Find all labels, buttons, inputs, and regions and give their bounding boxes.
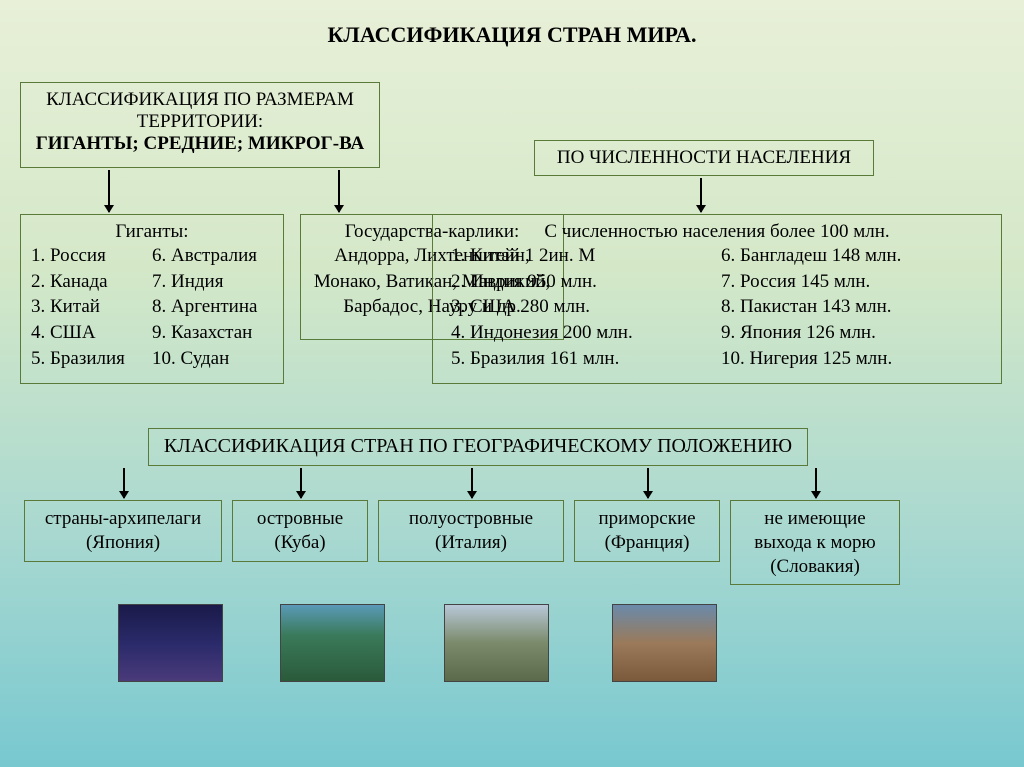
giants-title: Гиганты: bbox=[31, 221, 273, 243]
territory-line1: КЛАССИФИКАЦИЯ ПО РАЗМЕРАМ ТЕРРИТОРИИ: bbox=[31, 89, 369, 133]
population-classification-header: ПО ЧИСЛЕННОСТИ НАСЕЛЕНИЯ bbox=[534, 140, 874, 176]
population-col2: 6. Бангладеш 148 млн.7. Россия 145 млн.8… bbox=[721, 243, 991, 371]
geo-item-4: не имеющиевыхода к морю(Словакия) bbox=[730, 500, 900, 585]
geo-item-0: страны-архипелаги(Япония) bbox=[24, 500, 222, 562]
giants-col2: 6. Австралия7. Индия8. Аргентина9. Казах… bbox=[152, 243, 273, 371]
population-box-title: С численностью населения более 100 млн. bbox=[443, 221, 991, 243]
geographic-classification-header: КЛАССИФИКАЦИЯ СТРАН ПО ГЕОГРАФИЧЕСКОМУ П… bbox=[148, 428, 808, 466]
population-box: С численностью населения более 100 млн. … bbox=[432, 214, 1002, 384]
arrow bbox=[108, 170, 110, 212]
population-col1: 1. Китай 1 2ин. М2. Индия 950 млн.3. США… bbox=[443, 243, 721, 371]
geo-thumbnail-3 bbox=[612, 604, 717, 682]
geo-item-3: приморские(Франция) bbox=[574, 500, 720, 562]
giants-col1: 1. Россия2. Канада3. Китай4. США5. Брази… bbox=[31, 243, 152, 371]
arrow bbox=[700, 178, 702, 212]
geo-thumbnail-0 bbox=[118, 604, 223, 682]
arrow bbox=[123, 468, 125, 498]
geo-item-1: островные(Куба) bbox=[232, 500, 368, 562]
territory-line2: ГИГАНТЫ; СРЕДНИЕ; МИКРОГ-ВА bbox=[31, 133, 369, 155]
arrow bbox=[300, 468, 302, 498]
arrow bbox=[815, 468, 817, 498]
geo-item-2: полуостровные(Италия) bbox=[378, 500, 564, 562]
page-title: КЛАССИФИКАЦИЯ СТРАН МИРА. bbox=[0, 0, 1024, 48]
geo-thumbnail-1 bbox=[280, 604, 385, 682]
arrow bbox=[647, 468, 649, 498]
geo-header-text: КЛАССИФИКАЦИЯ СТРАН ПО ГЕОГРАФИЧЕСКОМУ П… bbox=[164, 435, 792, 457]
population-header-text: ПО ЧИСЛЕННОСТИ НАСЕЛЕНИЯ bbox=[557, 147, 851, 168]
geo-thumbnail-2 bbox=[444, 604, 549, 682]
arrow bbox=[471, 468, 473, 498]
territory-classification-header: КЛАССИФИКАЦИЯ ПО РАЗМЕРАМ ТЕРРИТОРИИ: ГИ… bbox=[20, 82, 380, 168]
arrow bbox=[338, 170, 340, 212]
giants-box: Гиганты: 1. Россия2. Канада3. Китай4. СШ… bbox=[20, 214, 284, 384]
